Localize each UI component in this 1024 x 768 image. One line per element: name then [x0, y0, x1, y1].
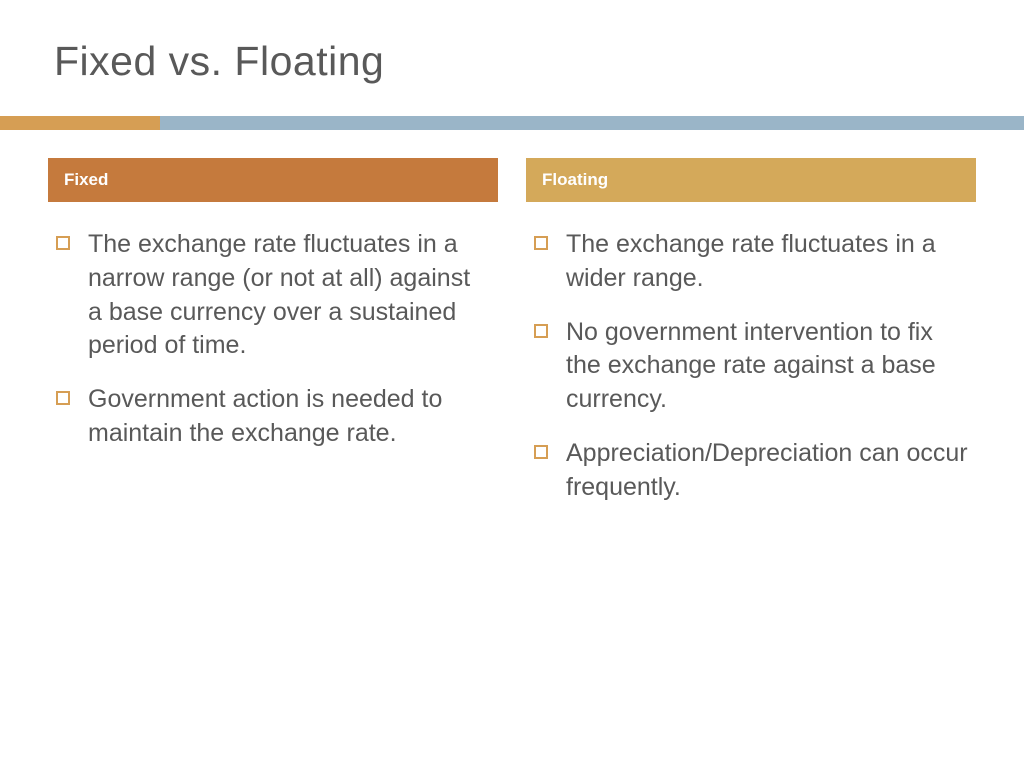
item-text: Appreciation/Depreciation can occur freq…	[566, 437, 968, 505]
accent-band	[0, 116, 1024, 130]
item-text: The exchange rate fluctuates in a narrow…	[88, 228, 490, 363]
square-bullet-icon	[534, 445, 548, 459]
list-item: The exchange rate fluctuates in a narrow…	[56, 228, 490, 363]
slide-title: Fixed vs. Floating	[54, 38, 1024, 85]
column-floating-items: The exchange rate fluctuates in a wider …	[526, 202, 976, 504]
list-item: The exchange rate fluctuates in a wider …	[534, 228, 968, 296]
item-text: Government action is needed to maintain …	[88, 383, 490, 451]
item-text: No government intervention to fix the ex…	[566, 316, 968, 417]
accent-band-right	[160, 116, 1024, 130]
square-bullet-icon	[534, 236, 548, 250]
column-fixed: Fixed The exchange rate fluctuates in a …	[48, 158, 498, 524]
list-item: No government intervention to fix the ex…	[534, 316, 968, 417]
accent-band-left	[0, 116, 160, 130]
square-bullet-icon	[534, 324, 548, 338]
list-item: Appreciation/Depreciation can occur freq…	[534, 437, 968, 505]
column-header-floating: Floating	[526, 158, 976, 202]
title-area: Fixed vs. Floating	[0, 0, 1024, 116]
column-fixed-items: The exchange rate fluctuates in a narrow…	[48, 202, 498, 451]
list-item: Government action is needed to maintain …	[56, 383, 490, 451]
square-bullet-icon	[56, 236, 70, 250]
columns: Fixed The exchange rate fluctuates in a …	[0, 130, 1024, 524]
square-bullet-icon	[56, 391, 70, 405]
column-floating: Floating The exchange rate fluctuates in…	[526, 158, 976, 524]
item-text: The exchange rate fluctuates in a wider …	[566, 228, 968, 296]
slide: Fixed vs. Floating Fixed The exchange ra…	[0, 0, 1024, 768]
column-header-fixed: Fixed	[48, 158, 498, 202]
